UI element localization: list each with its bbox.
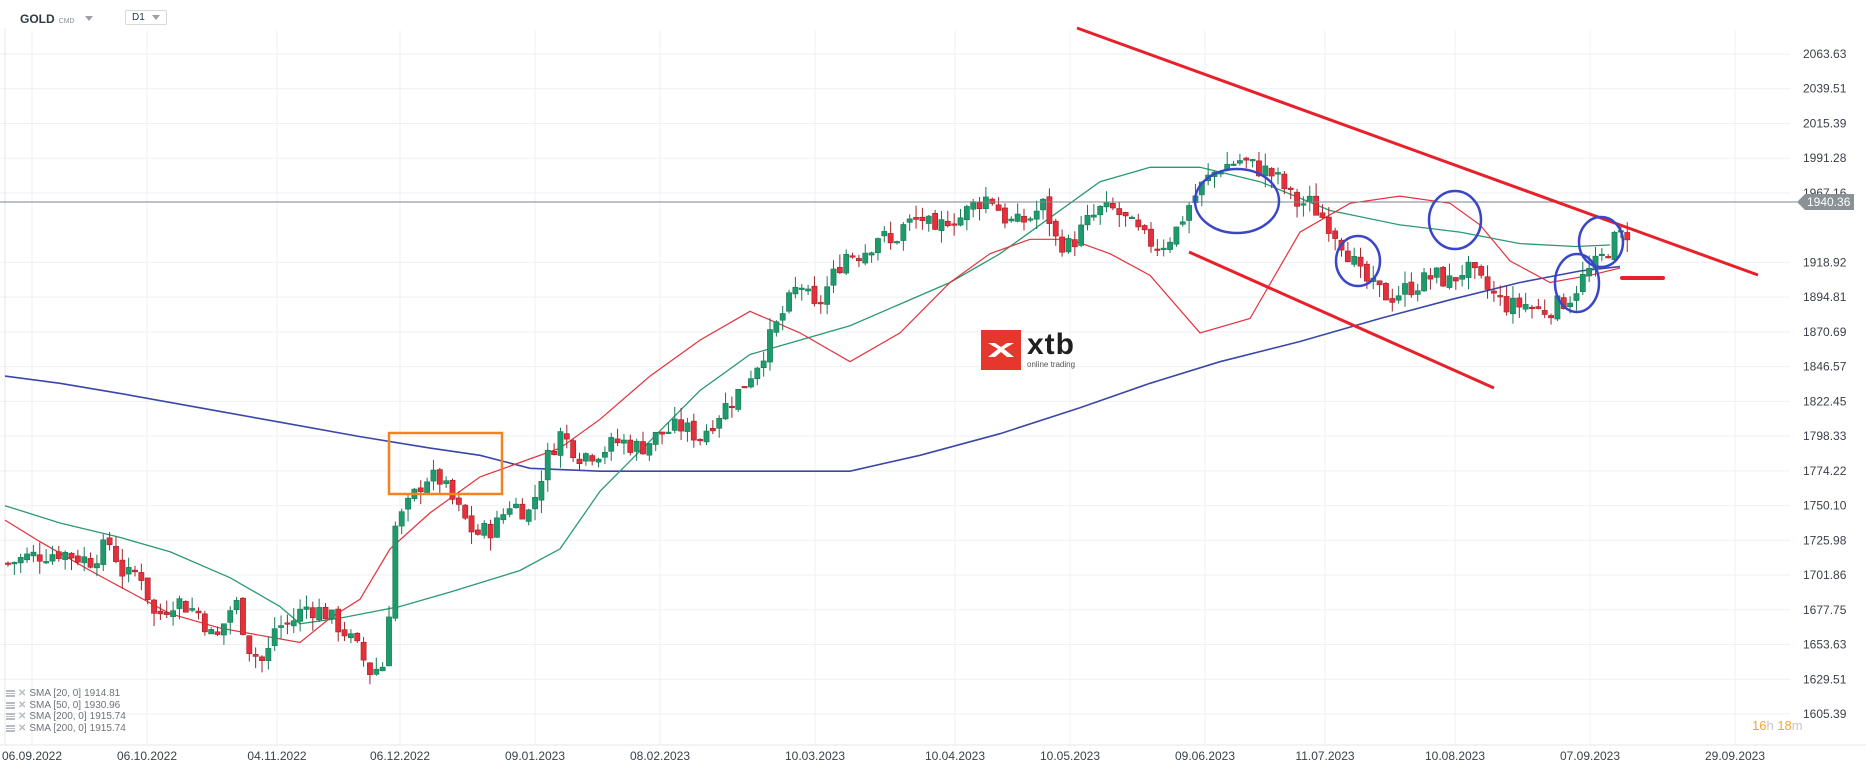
svg-text:29.09.2023: 29.09.2023: [1705, 749, 1765, 763]
svg-text:09.01.2023: 09.01.2023: [505, 749, 565, 763]
legend-label: SMA [50, 0]: [29, 699, 82, 711]
sma-200-line: [4, 265, 1621, 472]
highlight-circle: [1334, 234, 1382, 288]
legend-item[interactable]: ✕ SMA [200, 0] 1915.74: [6, 723, 126, 735]
symbol-selector[interactable]: GOLD CMD: [20, 12, 93, 26]
svg-text:1870.69: 1870.69: [1803, 325, 1847, 339]
svg-text:1725.98: 1725.98: [1803, 533, 1847, 547]
svg-text:09.06.2023: 09.06.2023: [1175, 749, 1235, 763]
highlight-circle: [1553, 252, 1601, 314]
legend-label: SMA [20, 0]: [29, 688, 82, 699]
svg-text:1918.92: 1918.92: [1803, 255, 1847, 269]
chevron-down-icon[interactable]: [84, 16, 93, 21]
svg-text:2039.51: 2039.51: [1803, 82, 1847, 96]
sma-50-line: [4, 166, 1611, 625]
svg-text:1629.51: 1629.51: [1803, 672, 1847, 686]
svg-text:10.03.2023: 10.03.2023: [785, 749, 845, 763]
close-icon[interactable]: ✕: [18, 711, 27, 722]
close-icon[interactable]: ✕: [18, 699, 27, 711]
legend-value: 1930.96: [84, 699, 121, 711]
annotations: [387, 26, 1759, 496]
svg-text:1774.22: 1774.22: [1803, 464, 1847, 478]
svg-text:06.12.2022: 06.12.2022: [370, 749, 430, 763]
svg-text:1846.57: 1846.57: [1803, 360, 1847, 374]
svg-text:1822.45: 1822.45: [1803, 394, 1847, 408]
legend-value: 1915.74: [89, 722, 126, 734]
grid: [0, 28, 1790, 745]
candle-countdown: 16h 18m: [1752, 718, 1803, 733]
svg-text:1605.39: 1605.39: [1803, 707, 1847, 721]
svg-text:04.11.2022: 04.11.2022: [247, 749, 306, 763]
svg-text:1701.86: 1701.86: [1803, 568, 1847, 582]
legend-label: SMA [200, 0]: [29, 722, 87, 734]
highlight-circle: [1427, 189, 1483, 251]
svg-text:06.09.2022: 06.09.2022: [2, 749, 62, 763]
svg-text:07.09.2023: 07.09.2023: [1560, 749, 1620, 763]
highlight-circle: [1193, 167, 1281, 235]
legend-item[interactable]: ✕ SMA [50, 0] 1930.96: [6, 700, 126, 712]
date-axis: 06.09.2022 06.10.2022 04.11.2022 06.12.2022…: [0, 744, 1866, 763]
logo-name: xtb: [1027, 328, 1075, 361]
settings-list-icon[interactable]: [6, 690, 15, 698]
settings-list-icon[interactable]: [6, 724, 15, 732]
timeframe-select[interactable]: D1: [125, 10, 167, 25]
candlesticks: [5, 151, 1631, 685]
symbol-name: GOLD: [20, 12, 55, 26]
svg-text:08.02.2023: 08.02.2023: [630, 749, 690, 763]
legend-label: SMA [200, 0]: [29, 711, 87, 722]
legend-item[interactable]: ✕ SMA [20, 0] 1914.81: [6, 688, 126, 700]
svg-text:1991.28: 1991.28: [1803, 151, 1847, 165]
svg-text:11.07.2023: 11.07.2023: [1295, 749, 1354, 763]
current-price-tag: 1940.36: [1797, 194, 1854, 210]
settings-list-icon[interactable]: [6, 713, 15, 721]
close-icon[interactable]: ✕: [18, 722, 27, 734]
chevron-down-icon: [152, 15, 160, 20]
symbol-type: CMD: [58, 18, 75, 25]
svg-text:1750.10: 1750.10: [1803, 499, 1847, 513]
legend-value: 1914.81: [84, 688, 121, 699]
svg-text:1677.75: 1677.75: [1803, 603, 1847, 617]
svg-text:1798.33: 1798.33: [1803, 429, 1847, 443]
upper-trendline: [1076, 26, 1759, 277]
xtb-logo: xtb online trading: [981, 330, 1075, 370]
xtb-logo-mark: [981, 330, 1021, 370]
legend-value: 1915.74: [89, 711, 126, 722]
svg-text:10.04.2023: 10.04.2023: [925, 749, 985, 763]
indicator-legend: ✕ SMA [20, 0] 1914.81 ✕ SMA [50, 0] 1930…: [6, 688, 126, 734]
chart-header: GOLD CMD D1: [0, 0, 1866, 34]
settings-list-icon[interactable]: [6, 701, 15, 709]
svg-text:1894.81: 1894.81: [1803, 290, 1847, 304]
close-icon[interactable]: ✕: [18, 688, 27, 699]
logo-tagline: online trading: [1027, 360, 1076, 369]
svg-text:06.10.2022: 06.10.2022: [117, 749, 177, 763]
svg-text:10.08.2023: 10.08.2023: [1425, 749, 1485, 763]
consolidation-box: [387, 431, 504, 496]
svg-text:2015.39: 2015.39: [1803, 116, 1847, 130]
highlight-circle: [1577, 215, 1625, 269]
svg-text:1653.63: 1653.63: [1803, 638, 1847, 652]
timeframe-value: D1: [132, 12, 145, 23]
svg-text:10.05.2023: 10.05.2023: [1040, 749, 1100, 763]
price-axis: 2063.632039.512015.391991.281967.161918.…: [1803, 47, 1847, 721]
legend-item[interactable]: ✕ SMA [200, 0] 1915.74: [6, 711, 126, 723]
svg-text:1940.36: 1940.36: [1807, 195, 1851, 209]
x-mark-icon: [988, 343, 1014, 357]
svg-text:2063.63: 2063.63: [1803, 47, 1847, 61]
lower-trendline: [1188, 250, 1495, 390]
sma-lines: [4, 166, 1621, 644]
